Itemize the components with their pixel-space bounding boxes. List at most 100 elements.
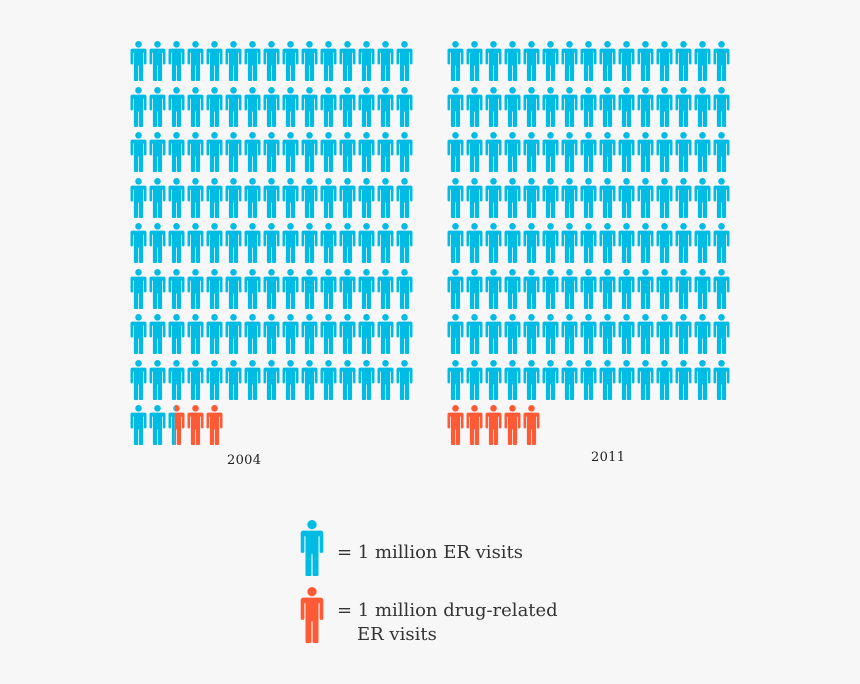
legend-label-er-visits: = 1 million ER visits [337,542,524,563]
person-icon-blue [244,87,261,127]
legend-label-drug-related: = 1 million drug-related ER visits [337,600,558,645]
person-icon-blue [263,178,280,218]
person-icon-blue [339,314,356,354]
person-icon-blue [187,269,204,309]
person-icon-blue [301,360,318,400]
person-icon-blue [396,360,413,400]
person-icon-blue [149,314,166,354]
person-icon-orange [447,405,464,445]
person-icon-blue [263,132,280,172]
person-icon-blue [466,87,483,127]
person-icon-blue [713,87,730,127]
person-icon-blue [130,405,147,445]
person-icon-blue [168,269,185,309]
person-icon-blue [637,41,654,81]
person-icon-blue [675,223,692,263]
person-icon-blue [580,269,597,309]
person-icon-blue [542,223,559,263]
person-icon-blue [206,314,223,354]
person-icon-blue [618,360,635,400]
person-icon-blue [320,132,337,172]
person-icon-blue [504,269,521,309]
panel-2004 [130,41,415,446]
person-icon-blue [301,41,318,81]
person-icon-blue [225,87,242,127]
person-icon-blue [713,269,730,309]
person-icon-blue [466,223,483,263]
person-icon-blue [149,223,166,263]
person-icon-blue [618,314,635,354]
person-icon-blue [263,41,280,81]
person-icon-blue [206,360,223,400]
person-icon-blue [580,223,597,263]
person-icon-blue [130,360,147,400]
person-icon-blue [130,132,147,172]
person-icon-blue [377,178,394,218]
person-icon-blue [225,178,242,218]
person-icon-blue [358,269,375,309]
person-icon-blue [377,223,394,263]
person-icon-blue [599,87,616,127]
person-icon-blue [244,178,261,218]
person-icon-blue [504,87,521,127]
person-icon-blue [656,223,673,263]
person-icon-blue [485,269,502,309]
person-icon-blue [244,269,261,309]
person-icon-blue [187,132,204,172]
person-icon-blue [713,132,730,172]
person-icon-blue [263,223,280,263]
person-icon-blue [523,41,540,81]
person-icon-blue [396,269,413,309]
person-icon-blue [244,41,261,81]
person-icon-blue [694,178,711,218]
person-icon-blue [561,41,578,81]
person-icon-blue [618,41,635,81]
person-icon-blue [225,132,242,172]
person-icon-blue [447,87,464,127]
person-icon-blue [396,223,413,263]
person-icon-blue [637,314,654,354]
person-icon-blue [187,178,204,218]
person-icon-blue [339,132,356,172]
person-icon-blue [206,87,223,127]
person-icon-blue [396,132,413,172]
person-icon-blue [225,360,242,400]
person-icon-blue [523,132,540,172]
person-icon-blue [656,41,673,81]
person-icon-blue [320,87,337,127]
person-icon-blue [713,178,730,218]
person-icon-blue [637,132,654,172]
person-icon-blue [485,87,502,127]
person-icon-blue [377,269,394,309]
person-icon-blue [694,269,711,309]
person-icon-blue [358,360,375,400]
person-icon-blue [504,223,521,263]
person-icon-blue [130,87,147,127]
person-icon-blue [396,41,413,81]
person-icon-blue [561,132,578,172]
person-icon-blue [485,314,502,354]
person-icon-blue [580,178,597,218]
person-icon-blue [282,314,299,354]
person-icon-blue [656,314,673,354]
person-icon-blue [130,223,147,263]
person-icon-blue [396,87,413,127]
person-icon-blue [301,314,318,354]
person-icon-blue [377,314,394,354]
person-icon-blue [675,314,692,354]
person-icon-blue [168,41,185,81]
person-icon-blue [618,223,635,263]
panel-2011 [447,41,732,446]
person-icon-blue [637,178,654,218]
person-icon-blue [675,132,692,172]
year-label-2004: 2004 [227,453,262,468]
person-icon-blue [447,314,464,354]
person-icon-blue [656,87,673,127]
person-icon-blue [282,87,299,127]
person-icon-blue [618,269,635,309]
person-icon-blue [282,132,299,172]
person-icon-blue [637,360,654,400]
person-icon-blue [694,41,711,81]
person-icon-blue [599,178,616,218]
person-icon-blue [187,87,204,127]
